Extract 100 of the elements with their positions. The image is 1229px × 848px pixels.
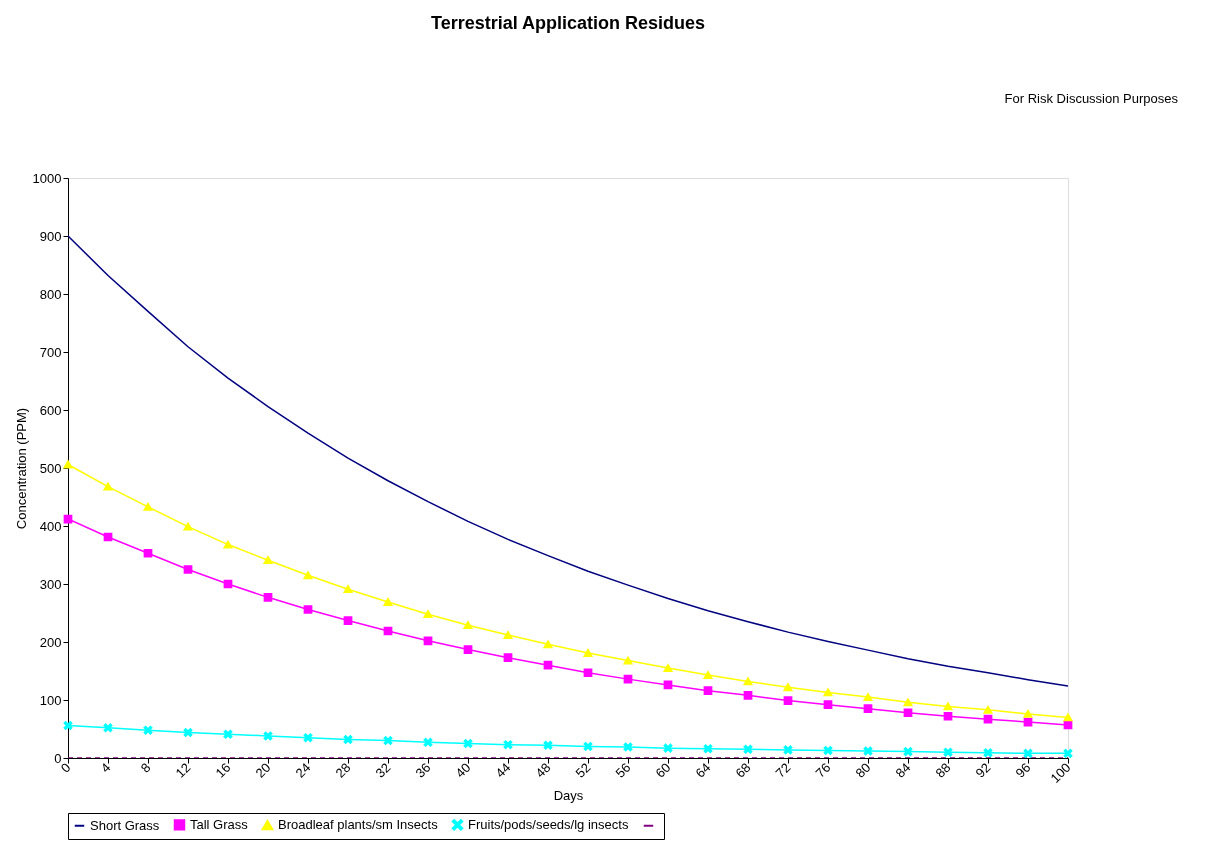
point [263,731,273,741]
line-series [68,235,1068,687]
point [783,696,793,705]
point [943,711,953,721]
x-tick-label: 64 [692,759,714,781]
point [743,691,753,700]
point [303,571,313,580]
point [1063,749,1073,758]
x-tick-label: 24 [292,759,314,781]
point [463,645,473,654]
point [543,640,553,649]
point [863,693,873,701]
point [743,677,753,686]
point [943,747,953,757]
x-tick-label: 76 [812,759,834,781]
x-tick-label: 48 [532,759,554,781]
point [503,740,513,750]
point [663,664,673,673]
point [703,686,713,696]
point [863,746,873,756]
x-tick-label: 68 [732,759,754,781]
point [263,592,273,602]
point [343,735,353,744]
point [703,744,713,754]
point [463,621,473,630]
point [63,460,73,469]
point [143,502,153,511]
point [343,616,353,625]
x-tick-label: 16 [212,759,234,781]
x-tick-label: 8 [137,759,154,776]
y-tick-label: 200 [39,634,62,650]
legend-label: Fruits/pods/seeds/lg insects [468,816,629,832]
x-tick-label: 28 [332,759,354,781]
x-axis-title: Days [553,787,584,803]
y-tick-label: 700 [39,344,62,360]
point [583,668,593,678]
y-tick-label: 400 [39,518,62,534]
point [143,725,153,735]
x-tick-label: 56 [612,759,634,781]
x-tick-label: 60 [652,759,674,781]
point [303,733,313,743]
point [343,585,353,594]
point [183,565,193,574]
legend-label: Short Grass [90,817,160,833]
point [903,708,913,718]
x-tick-label: 84 [892,759,914,781]
point [823,688,833,697]
point [903,698,913,707]
point [223,540,233,549]
point [183,728,193,737]
y-axis-title: Concentration (PPM) [13,407,29,530]
point [1063,713,1073,722]
point [383,736,393,745]
y-tick-label: 1000 [32,170,62,186]
chart-title: Terrestrial Application Residues [430,13,706,33]
point [663,743,673,753]
point [1023,710,1033,718]
point [223,729,233,739]
text: For Risk Discussion Purposes [1004,91,1179,106]
x-tick-label: 20 [252,759,274,781]
y-tick-label: 100 [39,692,62,708]
x-tick-label: 52 [572,759,594,781]
point [823,700,833,709]
point [623,656,633,665]
point [183,522,193,531]
point [783,683,793,692]
x-tick-label: 100 [1047,759,1074,786]
point [543,740,553,750]
x-tick-label: 96 [1012,759,1034,781]
x-tick-label: 32 [372,759,394,781]
x-tick-label: 4 [97,759,114,776]
point [983,748,993,758]
x-tick-label: 92 [972,759,994,781]
x-tick-label: 36 [412,759,434,781]
point [303,605,313,614]
x-tick-label: 12 [172,759,194,781]
y-tick-label: 500 [39,460,62,476]
point [703,671,713,679]
point [503,653,513,663]
point [583,742,593,751]
point [423,737,433,747]
point [1023,749,1033,758]
point [423,610,433,619]
point [103,482,113,491]
point [823,746,833,755]
y-tick-label: 600 [39,402,62,418]
x-tick-label: 72 [772,759,794,781]
legend-label: Broadleaf plants/sm Insects [278,817,439,833]
point [783,745,793,755]
point [383,598,393,606]
legend-label: Tall Grass [190,816,249,832]
point [423,636,433,646]
x-tick-label: 44 [492,759,514,781]
point [463,739,473,748]
point [583,649,593,657]
point [263,556,273,565]
point [983,705,993,714]
point [143,548,153,558]
point [543,660,553,670]
point [503,631,513,639]
